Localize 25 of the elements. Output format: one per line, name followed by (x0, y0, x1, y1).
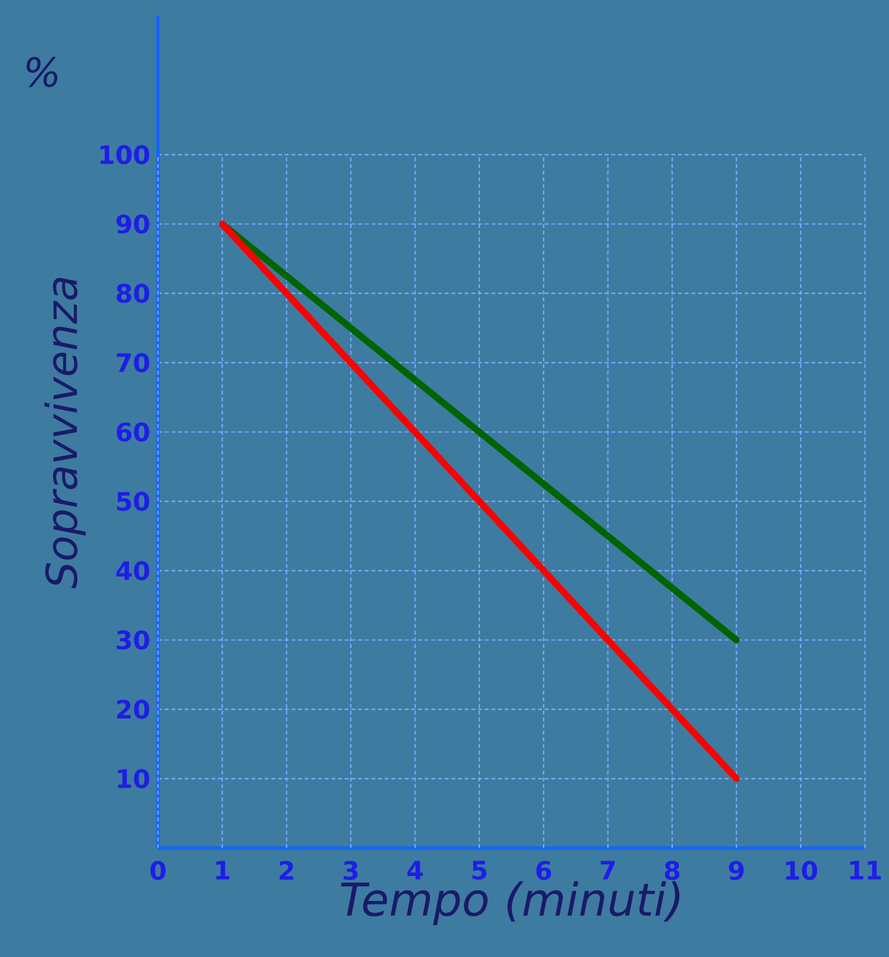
x-axis-title: Tempo (minuti) (340, 881, 680, 926)
y-tick-label: 100 (100, 145, 150, 164)
x-tick-label: 11 (850, 860, 881, 880)
x-tick-label: 4 (407, 860, 423, 880)
y-tick-label: 90 (116, 214, 150, 234)
x-tick-label: 10 (786, 860, 818, 880)
x-tick-label: 6 (536, 860, 552, 880)
y-tick-label: 50 (117, 492, 150, 511)
text: % (26, 56, 58, 88)
y-tick-label: 30 (116, 630, 150, 650)
x-tick-label: 1 (216, 860, 230, 880)
y-axis-title: Sopravvivenza (44, 278, 86, 588)
y-tick-label: 10 (118, 769, 150, 788)
x-tick-label: 3 (344, 860, 358, 880)
x-tick-label: 5 (472, 860, 486, 880)
y-tick-label: 20 (117, 700, 150, 719)
x-tick-label: 9 (728, 860, 744, 880)
y-tick-label: 80 (116, 284, 150, 303)
x-tick-label: 7 (600, 860, 615, 880)
y-tick-label: 60 (116, 422, 150, 442)
x-tick-label: 8 (664, 860, 680, 880)
x-tick-label: 0 (150, 860, 166, 880)
y-tick-label: 40 (116, 561, 150, 580)
x-tick-label: 2 (280, 860, 294, 880)
y-tick-label: 70 (116, 353, 150, 372)
